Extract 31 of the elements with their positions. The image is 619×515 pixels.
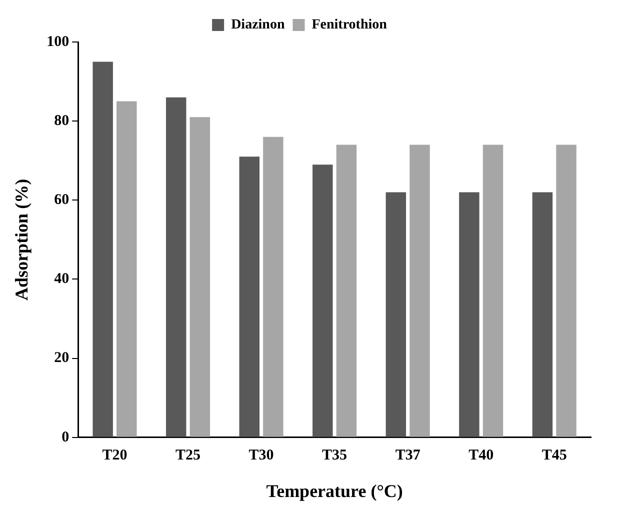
bar	[459, 192, 480, 437]
x-tick-label: T30	[248, 447, 274, 464]
legend-label: Fenitrothion	[312, 18, 388, 33]
x-tick-label: T40	[468, 447, 494, 464]
x-tick-label: T37	[395, 447, 421, 464]
bar	[116, 101, 137, 437]
bar	[239, 156, 260, 437]
x-axis-title: Temperature (°C)	[266, 480, 403, 501]
y-tick-label: 20	[54, 350, 70, 366]
bar	[263, 136, 284, 437]
bar	[312, 164, 333, 437]
y-tick-label: 80	[54, 112, 70, 129]
bar	[556, 144, 576, 437]
x-tick-label: T35	[322, 447, 348, 464]
y-tick-label: 60	[54, 192, 70, 208]
bar	[386, 192, 406, 437]
bar	[336, 144, 357, 437]
bar	[482, 144, 504, 437]
y-tick-label: 0	[62, 429, 70, 446]
bar	[166, 97, 186, 437]
x-tick-label: T20	[102, 447, 128, 464]
x-tick-label: T45	[542, 447, 567, 464]
y-tick-label: 40	[54, 271, 70, 288]
bar	[410, 144, 430, 437]
y-tick-label: 100	[46, 34, 70, 50]
y-axis-title: Adsorption (%)	[11, 178, 32, 300]
legend-label: Diazinon	[231, 18, 285, 33]
bar	[190, 117, 210, 437]
bar	[532, 192, 553, 437]
bar	[92, 62, 113, 437]
x-tick-label: T25	[176, 447, 201, 464]
